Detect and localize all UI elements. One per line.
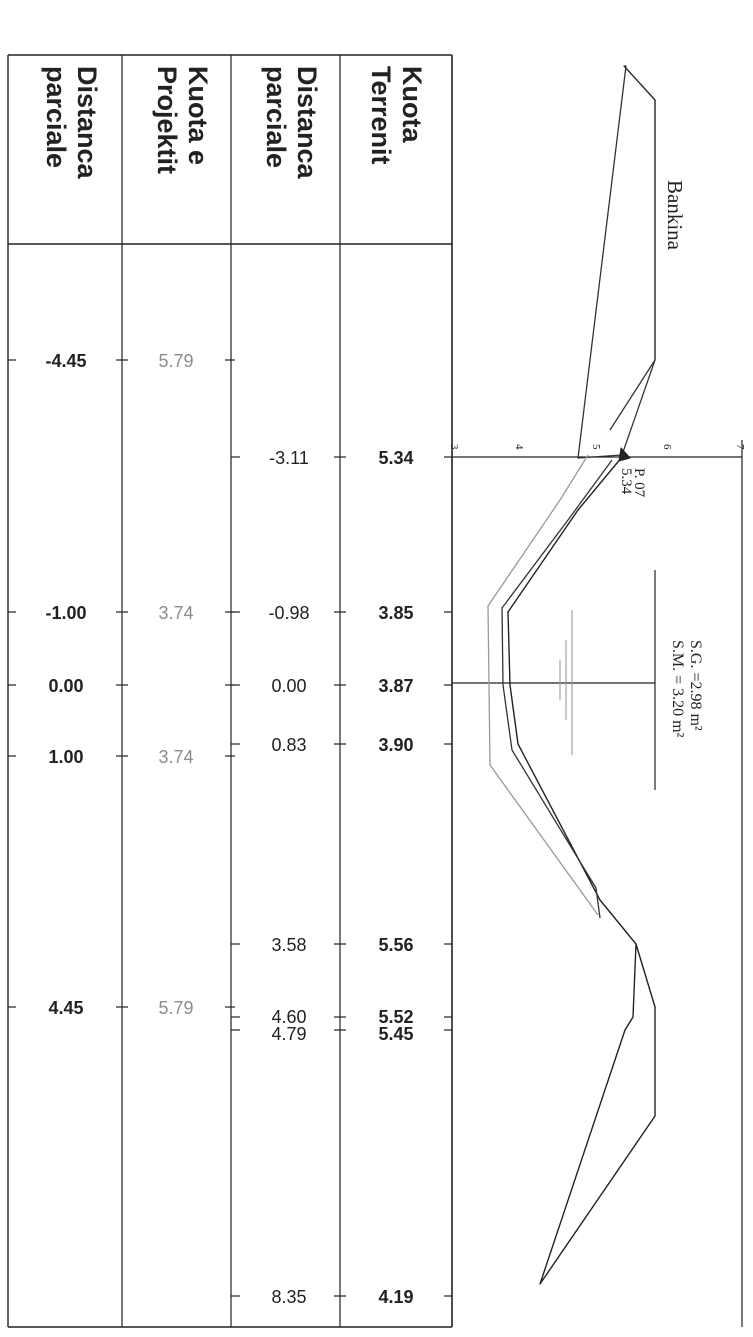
terrain-distance-cell: 3.58 <box>271 935 306 955</box>
header-distanca-projektit-line1: Distanca <box>72 66 102 180</box>
scale-ticks: 3 4 5 6 7 <box>448 444 746 450</box>
header-distanca-terrenit-line1: Distanca <box>292 66 322 180</box>
terrain-elevation-cell: 5.56 <box>378 935 413 955</box>
terrain-elevation-cell: 4.19 <box>378 1287 413 1307</box>
terrain-profile-line <box>507 456 656 1285</box>
project-distance-cell: 4.45 <box>48 998 83 1018</box>
header-kuota-projektit-line1: Kuota e <box>183 66 213 165</box>
project-distance-cell: -4.45 <box>45 351 86 371</box>
terrain-elevation-cell: 5.45 <box>378 1024 413 1044</box>
row-ticks <box>8 359 452 1297</box>
center-marks <box>559 610 573 755</box>
header-kuota-projektit-line2: Projektit <box>152 66 182 174</box>
project-distance-cell: 1.00 <box>48 747 83 767</box>
area-label-sm: S.M. = 3.20 m² <box>669 640 686 738</box>
terrain-elevation-cell: 5.34 <box>378 448 413 468</box>
shoulder-upper-line <box>609 65 656 431</box>
terrain-elevation-cell: 3.90 <box>378 735 413 755</box>
area-label-sg: S.G. =2.98 m² <box>687 640 704 731</box>
project-distance-cell: -1.00 <box>45 603 86 623</box>
project-elevation-cell: 5.79 <box>158 351 193 371</box>
project-elevation-cell: 5.79 <box>158 998 193 1018</box>
terrain-elevation-cell: 3.87 <box>378 676 413 696</box>
project-values: -4.45 5.79 -1.00 3.74 0.00 1.00 3.74 4.4… <box>45 351 193 1018</box>
bankina-platform-outline <box>577 65 656 459</box>
table-grid <box>7 54 453 1328</box>
terrain-distance-cell: -3.11 <box>269 448 309 468</box>
design-grey-line <box>487 454 599 916</box>
header-kuota-terrenit-line1: Kuota <box>397 66 427 143</box>
scale-tick-label: 3 <box>448 444 460 450</box>
bankina-label: Bankina <box>663 180 687 251</box>
scale-tick-label: 7 <box>734 444 746 450</box>
project-elevation-cell: 3.74 <box>158 603 193 623</box>
terrain-distance-cell: 0.83 <box>271 735 306 755</box>
table-headers: Kuota Terrenit Distanca parciale Kuota e… <box>41 66 427 180</box>
terrain-distance-cell: -0.98 <box>268 603 309 623</box>
point-label-line1: P. 07 <box>631 468 647 498</box>
terrain-values: -3.11 5.34 -0.98 3.85 0.00 3.87 0.83 3.9… <box>268 448 413 1307</box>
scale-tick-label: 4 <box>513 444 525 450</box>
terrain-elevation-cell: 5.52 <box>378 1007 413 1027</box>
terrain-distance-cell: 0.00 <box>271 676 306 696</box>
project-distance-cell: 0.00 <box>48 676 83 696</box>
project-elevation-cell: 3.74 <box>158 747 193 767</box>
terrain-elevation-cell: 3.85 <box>378 603 413 623</box>
project-profile-line <box>501 459 613 919</box>
scale-tick-label: 5 <box>590 444 602 450</box>
header-distanca-terrenit-line2: parciale <box>261 66 291 168</box>
header-distanca-projektit-line2: parciale <box>41 66 71 168</box>
scale-tick-label: 6 <box>661 444 673 450</box>
terrain-distance-cell: 4.79 <box>271 1024 306 1044</box>
point-marker-icon <box>618 447 631 462</box>
terrain-distance-cell: 4.60 <box>271 1007 306 1027</box>
cross-section-drawing <box>452 65 743 1327</box>
point-label-line2: 5.34 <box>618 468 634 495</box>
header-kuota-terrenit-line2: Terrenit <box>366 66 396 165</box>
terrain-distance-cell: 8.35 <box>271 1287 306 1307</box>
